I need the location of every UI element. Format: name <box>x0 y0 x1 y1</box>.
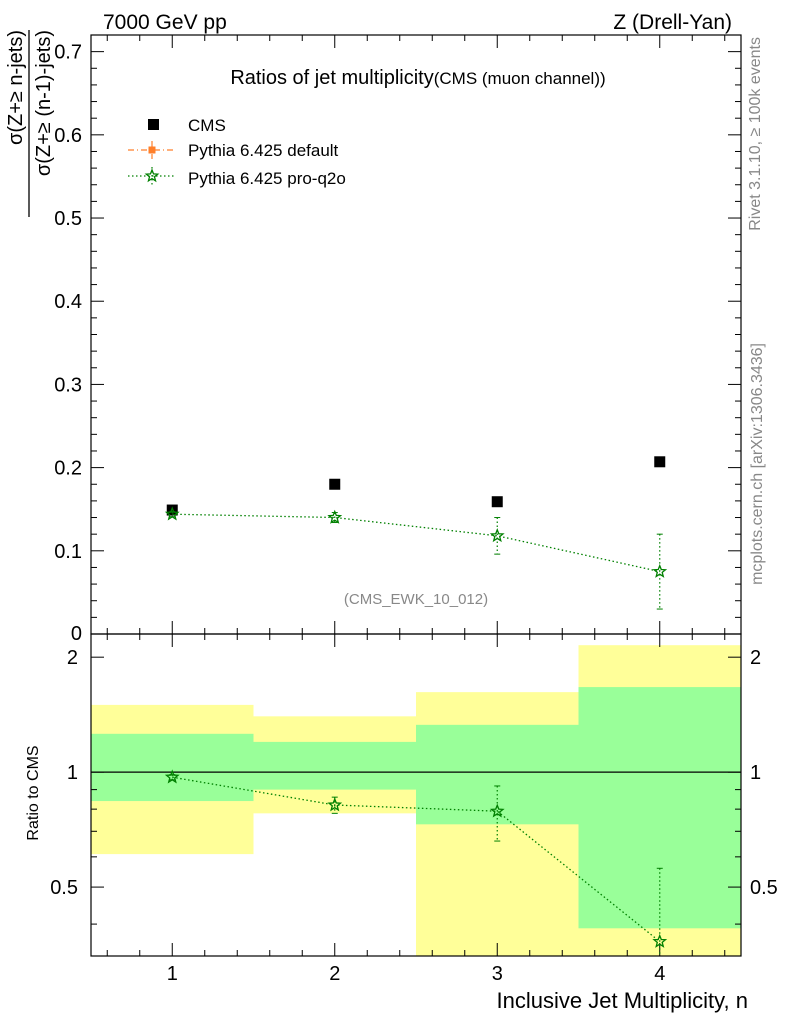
legend-default-label: Pythia 6.425 default <box>188 141 339 160</box>
upper-title: Ratios of jet multiplicity(CMS (muon cha… <box>230 67 605 89</box>
upper-ytick-label: 0.3 <box>54 374 82 396</box>
lower-ylabel: Ratio to CMS <box>25 745 42 840</box>
header-left: 7000 GeV pp <box>103 11 227 34</box>
upper-ytick-label: 0.1 <box>54 541 82 563</box>
ratio-proq2o-data-point <box>164 769 180 784</box>
lower-clipped-marks <box>164 769 668 956</box>
upper-ytick-label: 0.7 <box>54 42 82 64</box>
cms-data-point <box>329 478 341 490</box>
upper-ytick-label-zero: 0 <box>71 623 82 645</box>
legend-cms-marker <box>148 119 159 130</box>
upper-ytick-label: 0.4 <box>54 291 82 313</box>
upper-ylabel-denominator: σ(Z+≥ (n-1)-jets) <box>33 30 55 176</box>
x-tick-label: 2 <box>329 963 340 985</box>
x-tick-label: 1 <box>167 963 178 985</box>
upper-ylabel: σ(Z+≥ n-jets) σ(Z+≥ (n-1)-jets) <box>5 30 55 217</box>
upper-axes: 0.1 0.2 0.3 0.4 0.5 0.6 0.7 0 <box>54 34 742 645</box>
ratio-band-inner-1 <box>91 733 254 802</box>
proq2o-line <box>172 513 660 573</box>
upper-ytick-label: 0.2 <box>54 458 82 480</box>
legend-proq2o-label: Pythia 6.425 pro-q2o <box>188 169 346 188</box>
lower-frame <box>90 633 742 957</box>
upper-ytick-label: 0.5 <box>54 208 82 230</box>
ratio-bands <box>91 645 741 956</box>
lower-ytick-label-left: 0.5 <box>50 877 78 899</box>
upper-ytick-label: 0.6 <box>54 125 82 147</box>
lower-marks <box>164 769 668 956</box>
lower-ytick-label-left: 1 <box>67 762 78 784</box>
legend-default-marker <box>148 146 156 154</box>
lower-ytick-label-right: 1 <box>750 762 761 784</box>
mcplots-label: mcplots.cern.ch [arXiv:1306.3436] <box>749 343 766 585</box>
legend: CMS Pythia 6.425 default Pythia 6.425 pr… <box>128 116 346 188</box>
analysis-tag: (CMS_EWK_10_012) <box>344 591 488 608</box>
x-axis-label: Inclusive Jet Multiplicity, n <box>497 988 748 1013</box>
ratio-band-inner-4 <box>578 687 741 929</box>
ratio-proq2o-data-point <box>489 803 505 818</box>
proq2o-data-point <box>652 563 668 578</box>
proq2o-data-point <box>489 528 505 543</box>
lower-axes: 0.5 0.5 1 1 2 2 1 2 3 4 <box>50 633 778 985</box>
legend-cms-label: CMS <box>188 116 226 135</box>
upper-ylabel-numerator: σ(Z+≥ n-jets) <box>5 30 27 145</box>
x-tick-label: 3 <box>492 963 503 985</box>
lower-ytick-label-left: 2 <box>67 647 78 669</box>
upper-title-main: Ratios of jet multiplicity <box>230 67 433 89</box>
cms-data-point <box>654 456 666 468</box>
rivet-label: Rivet 3.1.10, ≥ 100k events <box>747 37 764 231</box>
lower-ytick-label-right: 0.5 <box>750 877 778 899</box>
proq2o-data-point <box>327 509 343 524</box>
legend-star-shape <box>144 168 160 183</box>
upper-marks <box>164 456 668 610</box>
ratio-band-inner-3 <box>416 724 579 825</box>
ratio-band-inner-2 <box>253 741 416 790</box>
upper-title-sub: (CMS (muon channel)) <box>434 69 606 88</box>
cms-data-point <box>491 496 503 508</box>
ratio-proq2o-data-point <box>327 797 343 812</box>
lower-ytick-label-right: 2 <box>750 647 761 669</box>
header-right: Z (Drell-Yan) <box>613 11 732 34</box>
proq2o-data-point <box>164 506 180 521</box>
cms-data-point <box>166 504 178 516</box>
ratio-proq2o-data-point <box>652 933 668 948</box>
x-tick-label: 4 <box>654 963 665 985</box>
legend-proq2o-marker <box>144 168 160 183</box>
